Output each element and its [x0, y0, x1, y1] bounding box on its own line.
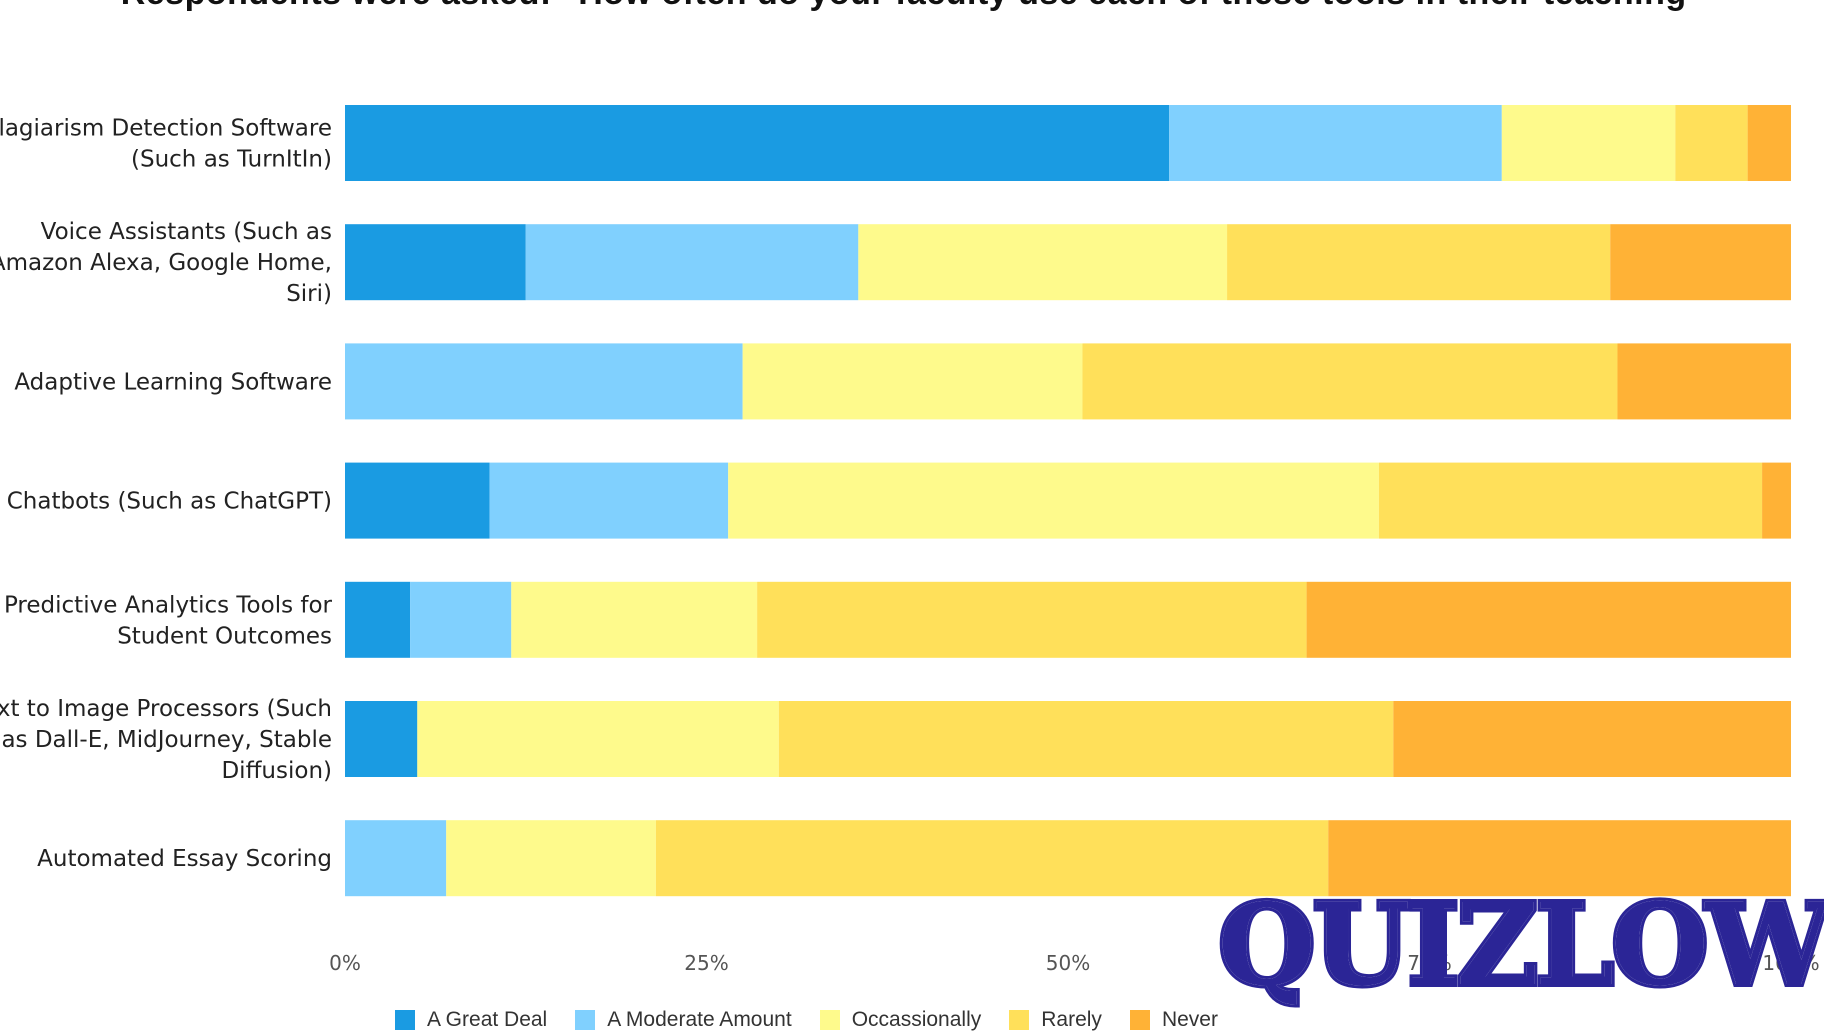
- bar-segment: [345, 462, 490, 539]
- bar-segment: [1169, 105, 1502, 181]
- legend-item: A Great Deal: [395, 1008, 547, 1032]
- bar-segment: [489, 462, 729, 539]
- bar-segment: [757, 581, 1307, 658]
- bar-segment: [1675, 105, 1748, 181]
- legend-swatch: [575, 1010, 596, 1030]
- bar-segment: [742, 343, 1083, 420]
- bar-segment: [1082, 343, 1618, 420]
- bar-segment: [1227, 224, 1611, 301]
- bar-segment: [858, 224, 1228, 301]
- bar-segment: [1306, 581, 1791, 658]
- bar-segment: [345, 343, 743, 420]
- chart-legend: A Great Deal A Moderate Amount Occassional…: [395, 1005, 1218, 1035]
- bar-segment: [345, 105, 1170, 181]
- legend-swatch: [819, 1010, 840, 1030]
- bar-segment: [728, 462, 1379, 539]
- legend-item: A Moderate Amount: [575, 1008, 792, 1032]
- bar-segment: [511, 581, 758, 658]
- category-label: Chatbots (Such as ChatGPT): [7, 489, 332, 515]
- bar-segment: [446, 820, 656, 897]
- legend-label: A Great Deal: [427, 1008, 548, 1031]
- legend-item: Never: [1129, 1008, 1218, 1032]
- x-tick-label: 75%: [1407, 951, 1451, 975]
- bar-segment: [1393, 701, 1791, 777]
- legend-swatch: [395, 1010, 415, 1030]
- category-label: Adaptive Learning Software: [14, 369, 332, 395]
- bar-segment: [345, 581, 411, 658]
- bar-segment: [1501, 105, 1676, 181]
- bar-segment: [345, 701, 418, 777]
- legend-swatch: [1009, 1010, 1030, 1030]
- bar-segment: [417, 701, 779, 777]
- x-tick-label: 100%: [1762, 951, 1819, 975]
- x-tick-label: 0%: [329, 951, 361, 975]
- bar-segment: [778, 701, 1394, 777]
- bar-segment: [655, 820, 1329, 897]
- legend-label: A Moderate Amount: [607, 1008, 792, 1031]
- category-label: Plagiarism Detection Software (Such as Tu…: [0, 116, 332, 173]
- bar-segment: [1610, 224, 1791, 301]
- category-label: Text to Image Processors (Such as Dall-E,…: [0, 696, 332, 784]
- bar-segment: [1747, 105, 1791, 181]
- legend-swatch: [1129, 1010, 1150, 1030]
- legend-label: Occassionally: [851, 1008, 982, 1031]
- bar-segment: [1762, 462, 1791, 539]
- category-label: Voice Assistants (Such as Amazon Alexa, G…: [0, 219, 332, 307]
- bar-segment: [1378, 462, 1763, 539]
- quizlow-watermark-logo: QUIZLOW: [1215, 877, 1824, 1014]
- category-label: Automated Essay Scoring: [37, 846, 332, 872]
- legend-label: Rarely: [1041, 1008, 1102, 1031]
- legend-item: Occassionally: [819, 1008, 982, 1032]
- bar-segment: [1617, 343, 1791, 420]
- x-tick-label: 50%: [1046, 951, 1090, 975]
- x-tick-label: 25%: [684, 951, 728, 975]
- bar-segment: [410, 581, 512, 658]
- bar-segment: [345, 820, 447, 897]
- bar-segment: [525, 224, 859, 301]
- bar-segment: [1328, 820, 1791, 897]
- category-label: Predictive Analytics Tools for Student Ou…: [4, 592, 333, 649]
- legend-item: Rarely: [1009, 1008, 1102, 1032]
- legend-label: Never: [1161, 1008, 1218, 1031]
- chart-title: Respondents were asked: "How often do yo…: [0, 0, 1824, 13]
- bar-segment: [345, 224, 526, 301]
